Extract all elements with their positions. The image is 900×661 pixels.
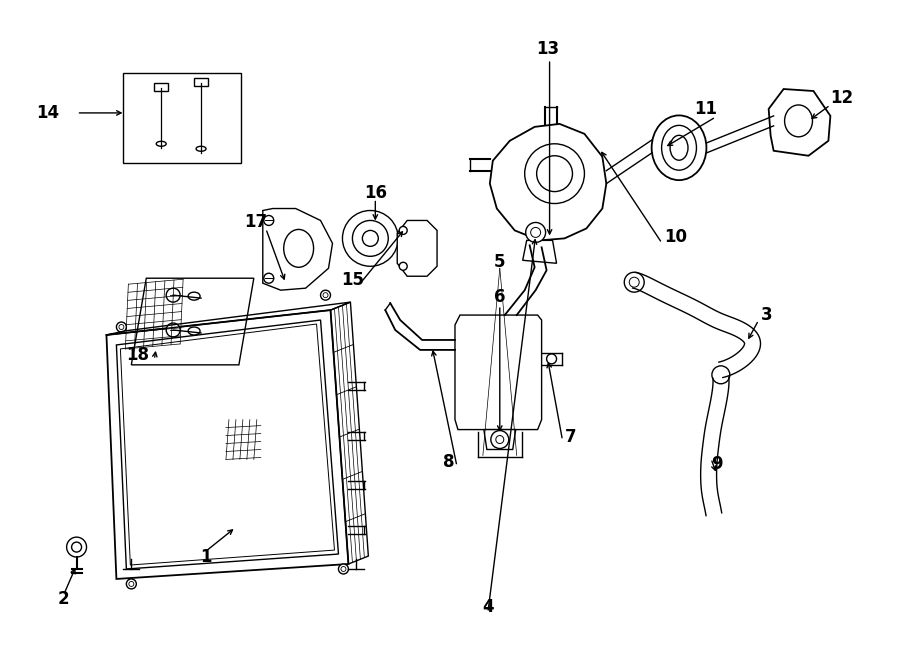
Text: 5: 5 bbox=[494, 253, 506, 271]
Polygon shape bbox=[455, 315, 542, 430]
Text: 17: 17 bbox=[244, 214, 267, 231]
Circle shape bbox=[166, 323, 180, 337]
Polygon shape bbox=[490, 124, 607, 241]
Circle shape bbox=[264, 215, 274, 225]
Circle shape bbox=[625, 272, 644, 292]
Circle shape bbox=[126, 579, 136, 589]
Circle shape bbox=[264, 273, 274, 283]
Text: 18: 18 bbox=[126, 346, 149, 364]
Circle shape bbox=[400, 227, 407, 235]
Circle shape bbox=[116, 322, 126, 332]
Text: 1: 1 bbox=[201, 548, 212, 566]
Circle shape bbox=[166, 288, 180, 302]
Text: 7: 7 bbox=[564, 428, 576, 446]
Polygon shape bbox=[154, 83, 168, 91]
Polygon shape bbox=[523, 241, 556, 263]
Circle shape bbox=[320, 290, 330, 300]
Circle shape bbox=[400, 262, 407, 270]
Bar bbox=[123, 73, 241, 163]
Text: 12: 12 bbox=[831, 89, 853, 107]
Circle shape bbox=[67, 537, 86, 557]
Polygon shape bbox=[484, 430, 516, 449]
Circle shape bbox=[546, 354, 556, 364]
Ellipse shape bbox=[157, 141, 166, 146]
Text: 2: 2 bbox=[58, 590, 69, 608]
Text: 13: 13 bbox=[536, 40, 559, 58]
Polygon shape bbox=[194, 78, 208, 86]
Polygon shape bbox=[263, 208, 332, 290]
Text: 6: 6 bbox=[494, 288, 506, 306]
Text: 9: 9 bbox=[711, 455, 723, 473]
Ellipse shape bbox=[188, 327, 200, 335]
Text: 4: 4 bbox=[482, 598, 494, 616]
Circle shape bbox=[491, 430, 508, 449]
Polygon shape bbox=[769, 89, 831, 156]
Circle shape bbox=[526, 223, 545, 243]
Ellipse shape bbox=[188, 292, 200, 300]
Text: 10: 10 bbox=[664, 229, 687, 247]
Text: 16: 16 bbox=[364, 184, 387, 202]
Text: 8: 8 bbox=[444, 453, 455, 471]
Circle shape bbox=[712, 366, 730, 384]
Text: 3: 3 bbox=[760, 306, 772, 324]
Circle shape bbox=[338, 564, 348, 574]
Text: 14: 14 bbox=[37, 104, 59, 122]
Circle shape bbox=[343, 210, 398, 266]
Ellipse shape bbox=[652, 116, 707, 180]
Text: 15: 15 bbox=[341, 271, 364, 290]
Polygon shape bbox=[397, 221, 437, 276]
Ellipse shape bbox=[196, 146, 206, 151]
Text: 11: 11 bbox=[694, 100, 717, 118]
